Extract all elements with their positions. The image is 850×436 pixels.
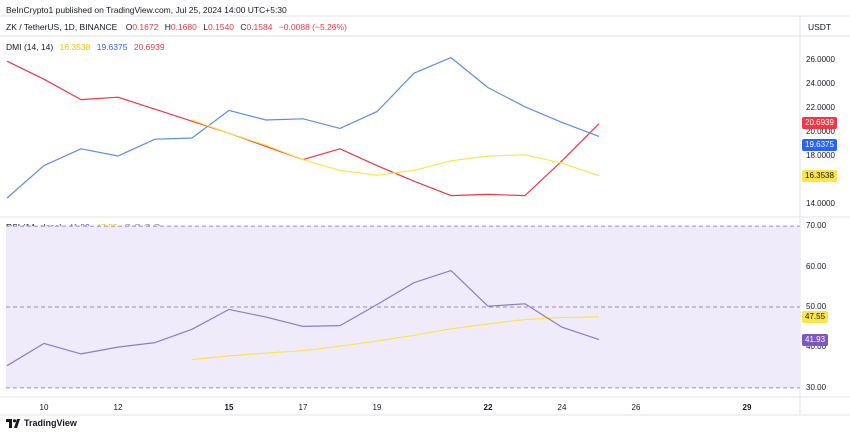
symbol-line: ZK / TetherUS, 1D, BINANCE O0.1672 H0.16…	[6, 22, 347, 32]
dmi-y-tick: 20.0000	[806, 127, 835, 136]
dmi-legend-plus-di: 19.6375	[96, 42, 128, 52]
x-axis-tick: 22	[483, 403, 493, 412]
x-axis-tick: 29	[742, 403, 752, 412]
x-axis-tick: 26	[631, 403, 641, 412]
minus-di-line	[6, 60, 600, 197]
x-axis-tick: 15	[224, 403, 234, 412]
currency-label[interactable]: USDT	[808, 22, 832, 32]
rsi-y-tick: 70.00	[806, 221, 827, 231]
x-axis-tick: 12	[113, 403, 123, 412]
ohlc-close-value: 0.1584	[246, 22, 273, 32]
rsi-line	[6, 270, 600, 367]
dmi-y-tick: 22.0000	[806, 103, 835, 112]
tradingview-logo[interactable]: TradingView	[6, 418, 77, 428]
dmi-y-tick: 14.0000	[806, 199, 835, 208]
ohlc-open-value: 0.1672	[132, 22, 159, 32]
dmi-y-tick: 26.0000	[806, 55, 835, 64]
ohlc-low-value: 0.1540	[207, 22, 234, 32]
rsi-y-tick: 50.00	[806, 302, 827, 311]
adx-line	[191, 119, 600, 177]
rsi-ma-line	[191, 316, 600, 361]
rsi-y-tick: 60.00	[806, 261, 827, 271]
ohlc-change: −0.0088 (−5.26%)	[278, 22, 347, 32]
x-axis-tick: 10	[39, 403, 49, 412]
dmi-last-value-tag: 20.6939	[802, 116, 837, 129]
x-axis-tick: 17	[298, 403, 308, 412]
x-axis-tick: 19	[372, 403, 382, 412]
x-axis-tick: 24	[557, 403, 567, 412]
rsi-y-tick: 30.00	[806, 382, 827, 392]
dmi-y-tick: 24.0000	[806, 79, 835, 88]
ohlc-close-label: C	[240, 22, 247, 32]
dmi-last-value-tag: 16.3538	[802, 169, 837, 182]
dmi-y-tick: 18.0000	[806, 151, 835, 160]
rsi-y-tick: 40.00	[806, 342, 827, 352]
rsi-last-value-tag: 41.93	[802, 333, 829, 346]
publisher-text: BeInCrypto1 published on TradingView.com…	[6, 5, 287, 15]
ohlc-low-label: L	[203, 22, 208, 32]
dmi-legend-adx: 16.3538	[59, 42, 91, 52]
dmi-legend[interactable]: DMI (14, 14) 16.3538 19.6375 20.6939	[6, 42, 165, 52]
plus-di-line	[6, 56, 600, 199]
rsi-last-value-tag: 47.55	[802, 310, 829, 323]
dmi-last-value-tag: 19.6375	[802, 139, 837, 152]
ohlc-high-value: 0.1680	[170, 22, 197, 32]
dmi-legend-minus-di: 20.6939	[133, 42, 165, 52]
tradingview-logo-text: TradingView	[24, 418, 77, 428]
ohlc-open-label: O	[125, 22, 133, 32]
ohlc-high-label: H	[164, 22, 171, 32]
dmi-legend-name: DMI (14, 14)	[6, 42, 54, 52]
tradingview-logo-icon	[6, 418, 20, 428]
symbol-name[interactable]: ZK / TetherUS, 1D, BINANCE	[6, 22, 118, 32]
